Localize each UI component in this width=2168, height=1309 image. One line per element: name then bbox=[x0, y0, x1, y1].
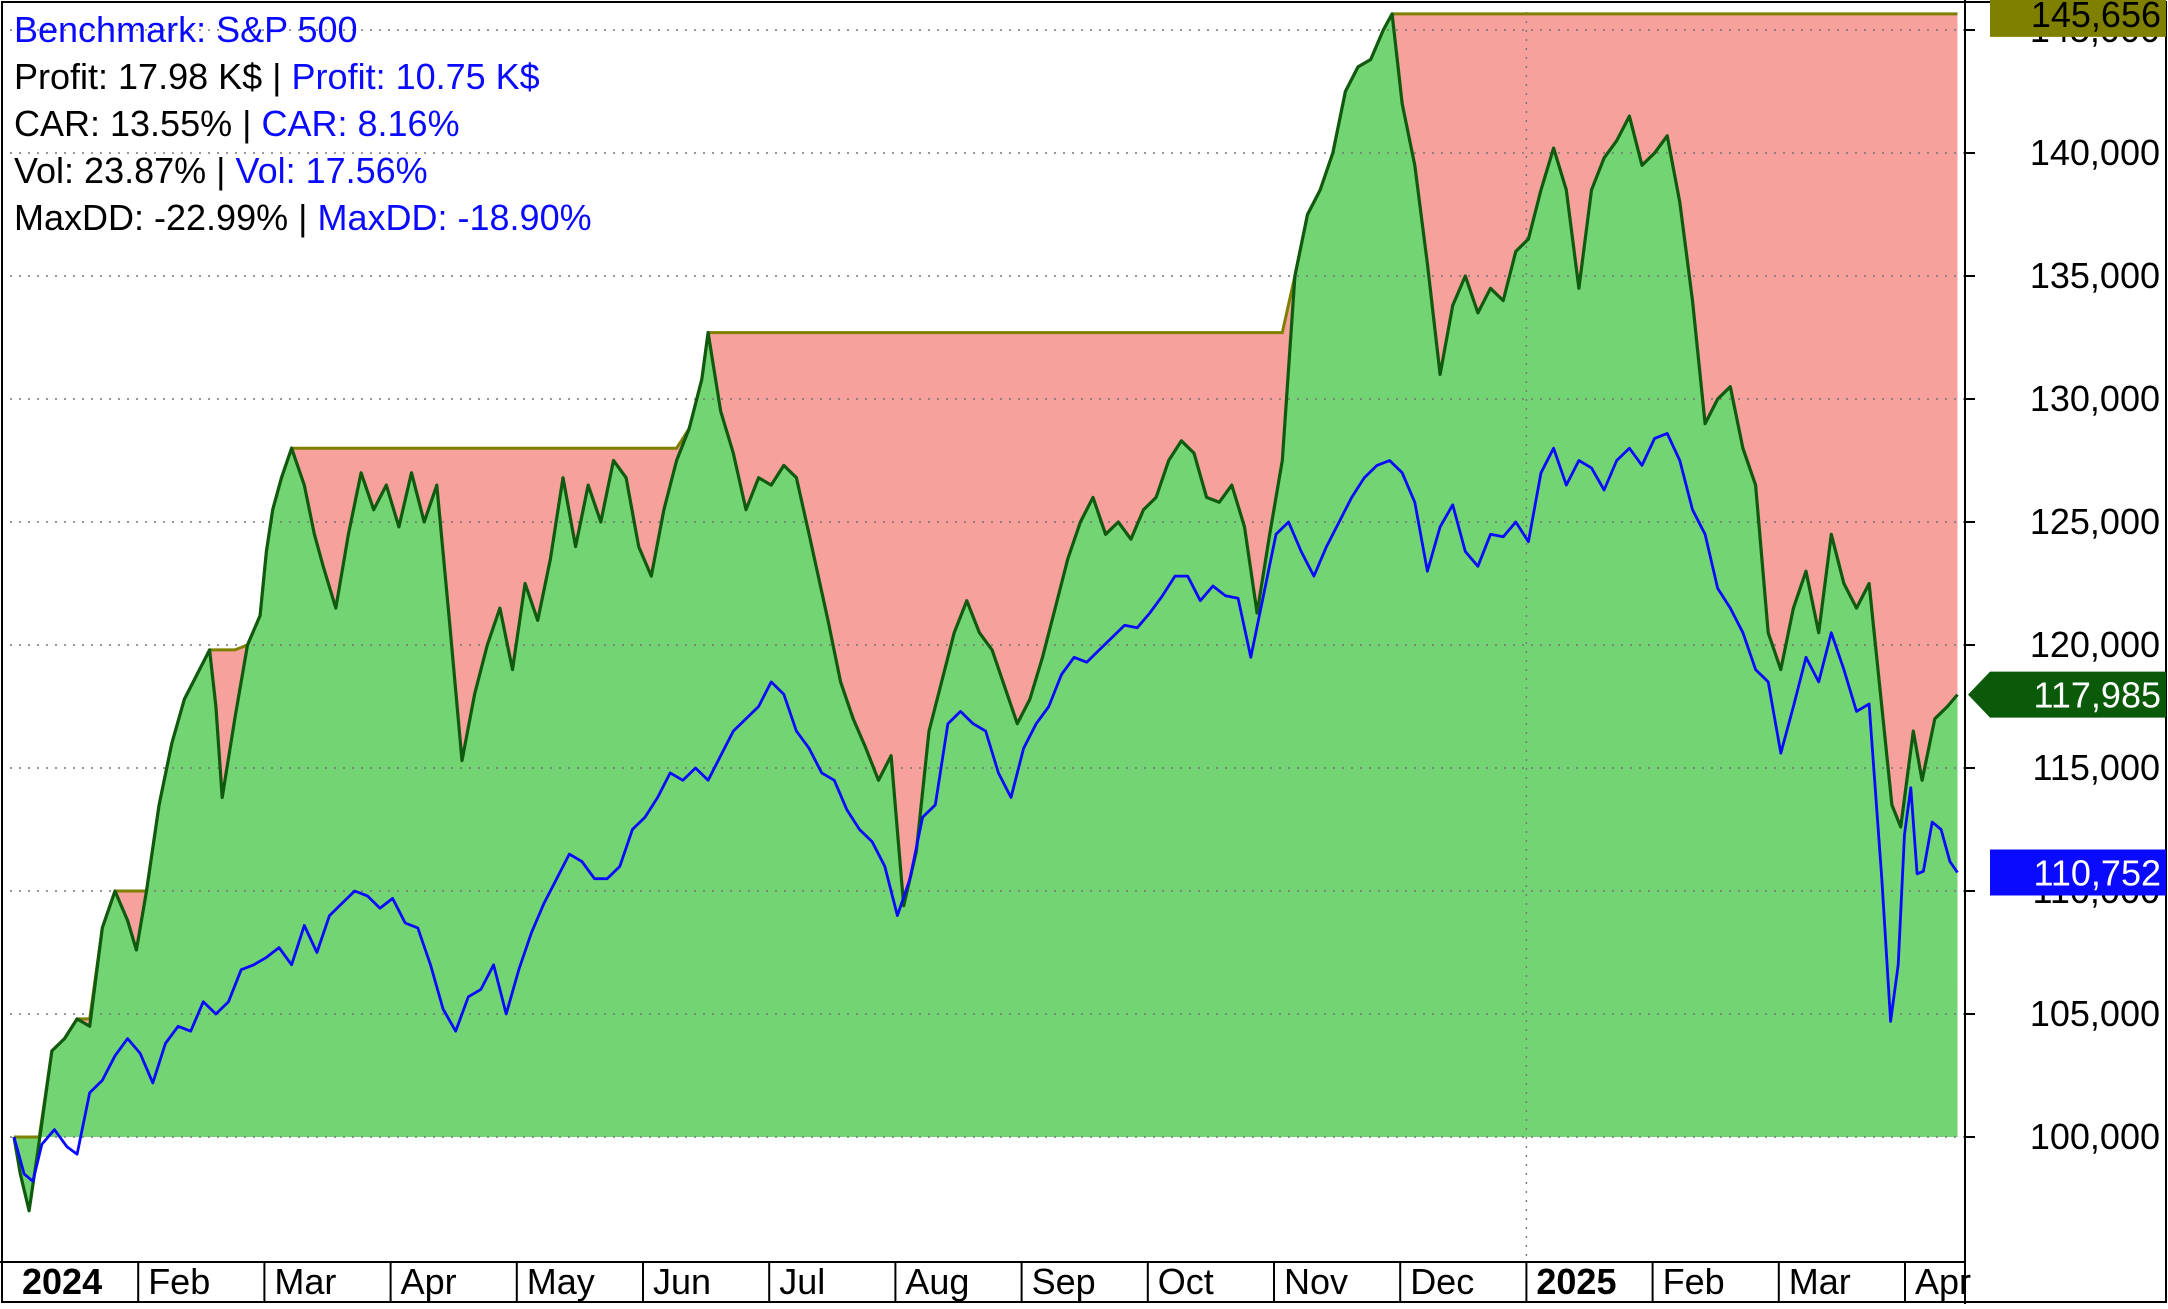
x-tick-label: Mar bbox=[274, 1261, 336, 1302]
last-value-tag: 117,985 bbox=[1968, 671, 2166, 718]
separator: | bbox=[272, 56, 282, 97]
stats-panel: Benchmark: S&P 500 Profit: 17.98 K$ | Pr… bbox=[14, 6, 592, 241]
y-tick-label: 140,000 bbox=[2030, 132, 2160, 173]
tag-background bbox=[1990, 0, 2166, 37]
vol-row: Vol: 23.87% | Vol: 17.56% bbox=[14, 147, 592, 194]
x-tick-label: Feb bbox=[1663, 1261, 1725, 1302]
separator: | bbox=[216, 150, 226, 191]
maxdd-benchmark-value: MaxDD: -18.90% bbox=[317, 197, 592, 238]
x-tick-label: Apr bbox=[1915, 1261, 1971, 1302]
x-tick-label: Nov bbox=[1284, 1261, 1348, 1302]
equity-area bbox=[14, 13, 1958, 1211]
profit-row: Profit: 17.98 K$ | Profit: 10.75 K$ bbox=[14, 53, 592, 100]
value-tags: 145,656 117,985 110,752 bbox=[1968, 0, 2166, 896]
y-tick-label: 130,000 bbox=[2030, 378, 2160, 419]
vol-value: Vol: 23.87% bbox=[14, 150, 207, 191]
equity-area-layer bbox=[14, 13, 1958, 1211]
benchmark-label: Benchmark: S&P 500 bbox=[14, 9, 358, 50]
x-tick-label: 2025 bbox=[1536, 1261, 1616, 1302]
tag-label: 145,656 bbox=[2031, 0, 2161, 35]
x-tick-label: Sep bbox=[1032, 1261, 1096, 1302]
y-tick-label: 125,000 bbox=[2030, 501, 2160, 542]
x-tick-label: Apr bbox=[401, 1261, 457, 1302]
y-tick-label: 100,000 bbox=[2030, 1116, 2160, 1157]
x-tick-label: Oct bbox=[1158, 1261, 1214, 1302]
x-tick-label: 2024 bbox=[22, 1261, 102, 1302]
y-tick-label: 105,000 bbox=[2030, 993, 2160, 1034]
y-tick-label: 120,000 bbox=[2030, 624, 2160, 665]
maxdd-row: MaxDD: -22.99% | MaxDD: -18.90% bbox=[14, 194, 592, 241]
separator: | bbox=[298, 197, 308, 238]
tag-background bbox=[1990, 849, 2166, 896]
benchmark-tag: 110,752 bbox=[1990, 849, 2166, 896]
profit-benchmark-value: Profit: 10.75 K$ bbox=[291, 56, 540, 97]
maxdd-value: MaxDD: -22.99% bbox=[14, 197, 289, 238]
tag-label: 110,752 bbox=[2034, 853, 2161, 894]
benchmark-line bbox=[12, 431, 1959, 1183]
x-tick-label: Jul bbox=[779, 1261, 825, 1302]
y-tick-label: 115,000 bbox=[2033, 747, 2160, 788]
car-row: CAR: 13.55% | CAR: 8.16% bbox=[14, 100, 592, 147]
high-water-line bbox=[14, 12, 1958, 1139]
high-water-tag: 145,656 bbox=[1990, 0, 2166, 37]
series-lines-layer bbox=[12, 12, 1959, 1213]
tag-background bbox=[1968, 671, 2166, 718]
separator: | bbox=[242, 103, 252, 144]
grid-layer bbox=[10, 12, 1965, 1262]
x-tick-label: Aug bbox=[905, 1261, 969, 1302]
tag-label: 117,985 bbox=[2034, 675, 2161, 716]
car-benchmark-value: CAR: 8.16% bbox=[261, 103, 460, 144]
car-value: CAR: 13.55% bbox=[14, 103, 233, 144]
y-tick-labels: 100,000105,000110,000115,000120,000125,0… bbox=[2030, 9, 2160, 1157]
x-tick-label: Jun bbox=[653, 1261, 711, 1302]
vol-benchmark-value: Vol: 17.56% bbox=[235, 150, 428, 191]
profit-value: Profit: 17.98 K$ bbox=[14, 56, 263, 97]
y-tick-label: 135,000 bbox=[2030, 255, 2160, 296]
x-tick-label: Dec bbox=[1410, 1261, 1474, 1302]
x-tick-label: Feb bbox=[148, 1261, 210, 1302]
x-tick-labels: 2024 Feb Mar Apr May Jun Jul Aug Sep Oct Nov Dec 202… bbox=[22, 1261, 1971, 1302]
equity-line bbox=[12, 12, 1959, 1213]
x-tick-label: May bbox=[527, 1261, 595, 1302]
x-tick-label: Mar bbox=[1789, 1261, 1851, 1302]
